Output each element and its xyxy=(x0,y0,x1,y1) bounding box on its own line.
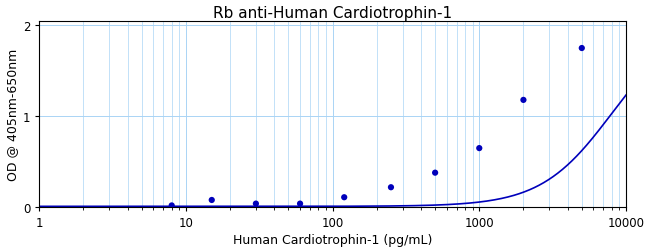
Point xyxy=(295,202,306,206)
Point xyxy=(518,99,528,103)
Point xyxy=(207,198,217,202)
Point xyxy=(385,185,396,190)
Point xyxy=(474,146,484,150)
Y-axis label: OD @ 405nm-650nm: OD @ 405nm-650nm xyxy=(6,49,19,180)
Point xyxy=(166,204,177,208)
X-axis label: Human Cardiotrophin-1 (pg/mL): Human Cardiotrophin-1 (pg/mL) xyxy=(233,234,432,246)
Point xyxy=(251,202,261,206)
Point xyxy=(430,171,440,175)
Point xyxy=(339,196,350,200)
Point xyxy=(577,47,587,51)
Title: Rb anti-Human Cardiotrophin-1: Rb anti-Human Cardiotrophin-1 xyxy=(213,6,452,20)
